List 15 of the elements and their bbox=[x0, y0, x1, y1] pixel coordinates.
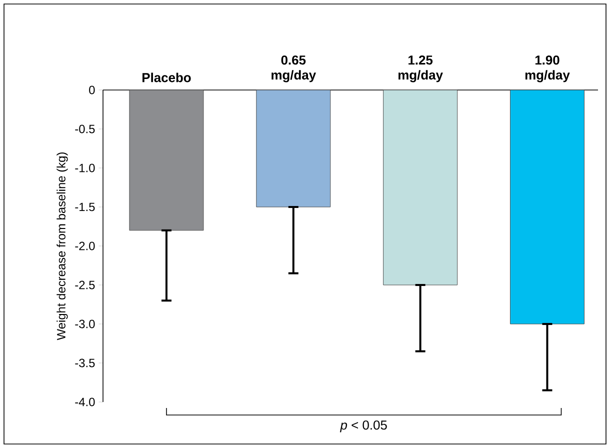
y-tick-label: -3.0 bbox=[75, 320, 95, 328]
x-tick-label: Placebo bbox=[142, 72, 191, 82]
y-tick-label: -2.5 bbox=[75, 280, 95, 290]
y-tick-label: -1.0 bbox=[75, 164, 95, 172]
y-tick-label: -4.0 bbox=[75, 398, 95, 406]
x-tick-label: 0.65 mg/day bbox=[272, 55, 316, 82]
x-tick-label: 1.90 mg/day bbox=[525, 55, 570, 82]
y-tick-label: -0.5 bbox=[75, 124, 95, 134]
y-tick-label: -2.0 bbox=[75, 242, 95, 250]
x-tick-label: 1.25 mg/day bbox=[398, 55, 443, 82]
y-tick-label: 0 bbox=[89, 86, 95, 94]
y-tick-label: -1.5 bbox=[75, 202, 95, 212]
y-tick-label: -3.5 bbox=[75, 358, 95, 368]
y-axis-title: Weight decrease from baseline (kg) bbox=[56, 152, 68, 340]
text: p < 0.05 bbox=[340, 420, 387, 432]
